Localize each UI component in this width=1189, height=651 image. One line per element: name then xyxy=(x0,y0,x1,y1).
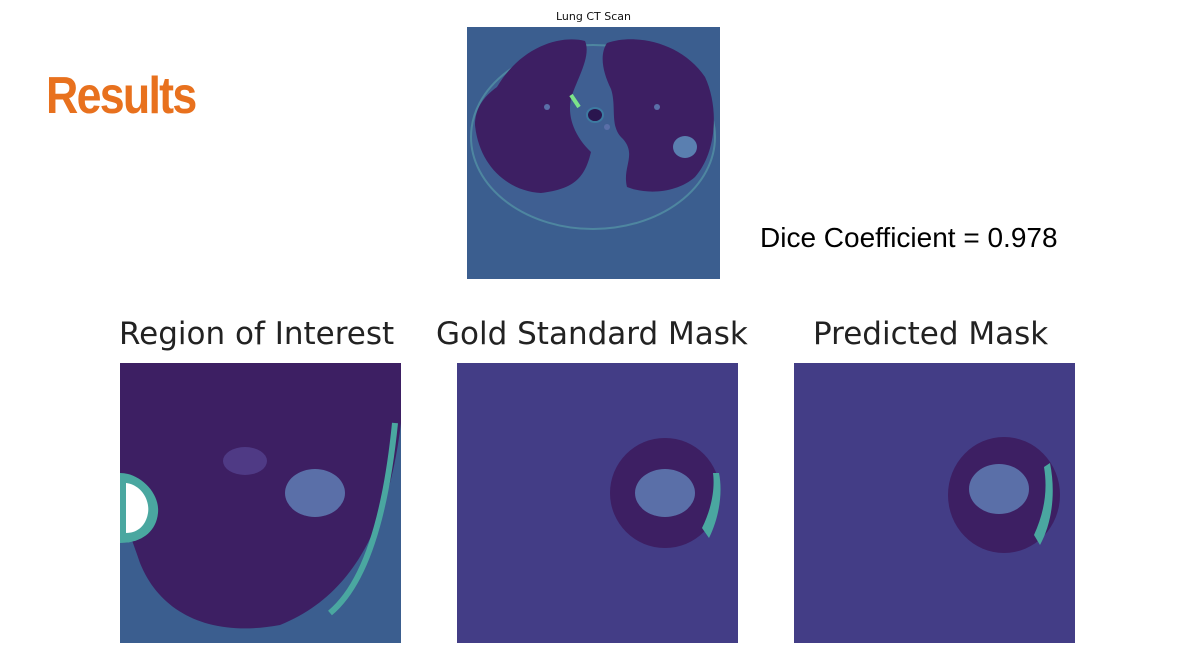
region-of-interest-image xyxy=(120,363,401,643)
panel-title-gold-standard: Gold Standard Mask xyxy=(436,316,748,352)
dice-coefficient-text: Dice Coefficient = 0.978 xyxy=(760,222,1058,253)
ct-scan-image xyxy=(467,27,720,279)
panel-title-roi: Region of Interest xyxy=(119,316,395,352)
gold-standard-mask-image xyxy=(457,363,738,643)
predicted-mask-image xyxy=(794,363,1075,643)
ct-scan-caption: Lung CT Scan xyxy=(556,10,631,23)
panel-title-predicted: Predicted Mask xyxy=(813,316,1049,352)
slide-title: Results xyxy=(46,67,197,125)
